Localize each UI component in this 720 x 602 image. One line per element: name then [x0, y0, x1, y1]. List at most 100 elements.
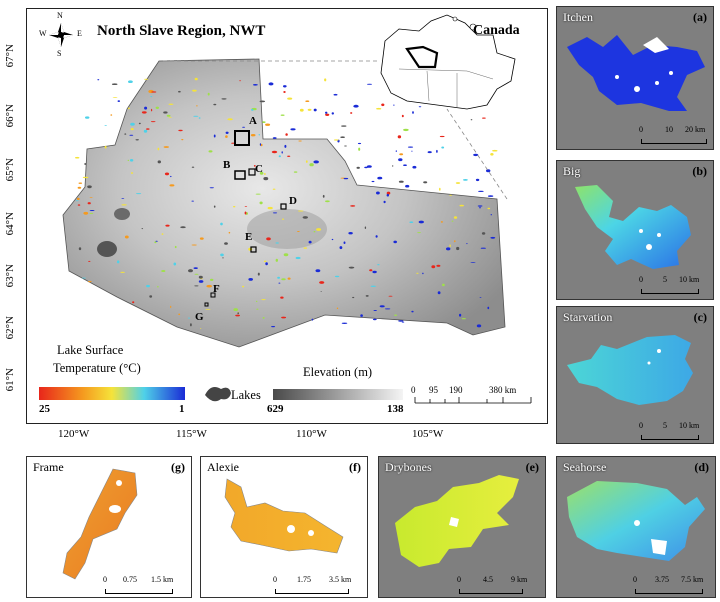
- lake: [149, 295, 153, 298]
- lake: [144, 106, 148, 110]
- lake: [244, 206, 248, 207]
- lake: [366, 165, 372, 168]
- lake: [376, 191, 380, 195]
- lake: [178, 129, 183, 132]
- site-label-e: E: [245, 231, 253, 243]
- lake: [325, 200, 330, 203]
- lake: [418, 106, 422, 108]
- lake: [161, 270, 166, 272]
- lake: [84, 163, 87, 165]
- lake: [487, 195, 494, 197]
- lake: [194, 77, 198, 81]
- lake: [224, 242, 228, 245]
- lake: [155, 240, 158, 242]
- lake: [466, 243, 468, 245]
- lake: [265, 262, 268, 266]
- region-boundary: [62, 58, 506, 348]
- lake: [157, 285, 159, 288]
- site-label-a: A: [249, 115, 257, 127]
- panel-g-tag: (g): [171, 460, 185, 474]
- lake: [163, 111, 168, 114]
- lake: [340, 136, 345, 138]
- lake: [146, 128, 150, 130]
- lake: [381, 103, 385, 107]
- panel-g-name: Frame: [33, 460, 64, 474]
- lake: [206, 284, 212, 288]
- lakes-legend-symbol: [205, 387, 231, 402]
- panel-d-tag: (d): [694, 460, 709, 474]
- lake: [439, 187, 441, 191]
- lake: [470, 262, 476, 263]
- lake: [188, 317, 190, 319]
- lake: [97, 79, 100, 81]
- lake: [305, 160, 308, 163]
- lake: [228, 231, 231, 234]
- lake: [169, 184, 175, 187]
- lake: [200, 328, 202, 329]
- lake: [220, 222, 223, 226]
- lake: [117, 100, 121, 102]
- lake: [299, 108, 304, 112]
- lake: [242, 126, 246, 128]
- lake: [439, 135, 445, 138]
- lake: [242, 285, 245, 288]
- lake: [344, 145, 347, 147]
- lake: [163, 146, 169, 148]
- lake: [440, 221, 443, 223]
- lake: [322, 194, 325, 198]
- lst-legend-min: 25: [39, 403, 50, 415]
- lon-label-110: 110°W: [296, 428, 327, 440]
- lake: [367, 83, 372, 85]
- panel-e-name: Drybones: [385, 460, 432, 474]
- lake: [331, 112, 334, 115]
- lake: [88, 281, 92, 283]
- site-label-d: D: [289, 195, 297, 207]
- lake: [233, 206, 236, 208]
- lake: [208, 150, 213, 153]
- lake: [111, 83, 118, 85]
- lon-label-120: 120°W: [58, 428, 90, 440]
- lake: [449, 244, 451, 247]
- lake: [372, 318, 377, 321]
- lake: [298, 210, 304, 212]
- lake: [281, 278, 286, 281]
- main-map-canvas: [39, 14, 532, 404]
- lake: [178, 90, 181, 93]
- lake: [295, 256, 301, 260]
- lake: [490, 153, 494, 156]
- lake: [278, 282, 281, 284]
- lake: [398, 320, 404, 322]
- lake: [319, 281, 325, 284]
- lake: [348, 232, 353, 235]
- lake: [376, 107, 382, 110]
- lake: [256, 308, 259, 310]
- scalebar-95: 95: [429, 385, 438, 395]
- lake: [121, 204, 127, 206]
- lake: [259, 201, 263, 205]
- lake: [398, 180, 404, 183]
- panel-d-name: Seahorse: [563, 460, 607, 474]
- lake: [180, 226, 186, 229]
- elevation-legend-title: Elevation (m): [303, 365, 373, 379]
- lst-colorbar: [39, 387, 185, 400]
- site-label-g: G: [195, 311, 204, 323]
- lake: [394, 314, 398, 316]
- lake: [283, 253, 289, 257]
- lat-label-63: 63°N: [4, 264, 16, 288]
- lake: [334, 275, 340, 278]
- lake: [412, 165, 417, 169]
- main-map-frame: North Slave Region, NWT Canada N S W E A…: [26, 8, 548, 424]
- lake: [398, 158, 403, 162]
- lake: [293, 171, 298, 173]
- lake: [454, 240, 456, 243]
- scalebar-380: 380 km: [489, 385, 517, 395]
- lake: [261, 299, 266, 301]
- lake: [259, 143, 261, 146]
- lake: [283, 91, 286, 93]
- lake: [475, 178, 480, 182]
- lake: [138, 122, 141, 125]
- lake: [225, 135, 228, 138]
- lake: [481, 232, 486, 235]
- lake: [104, 125, 107, 126]
- lake: [213, 134, 216, 138]
